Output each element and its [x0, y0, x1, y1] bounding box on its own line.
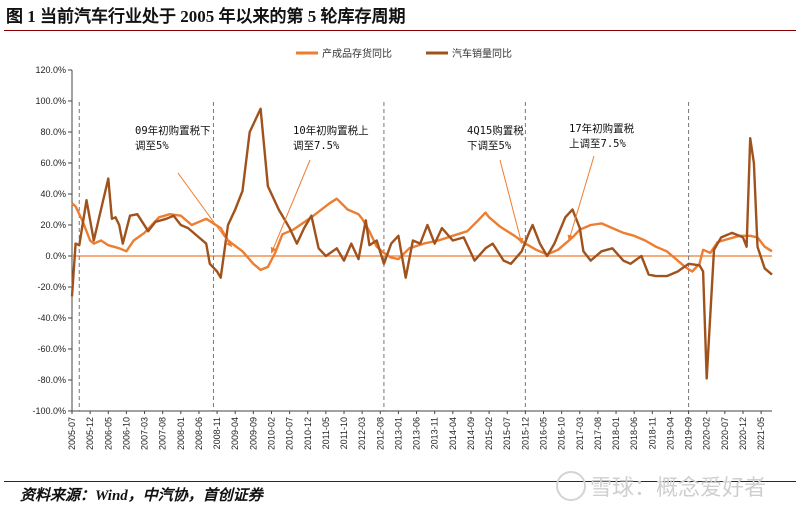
footer-rule [4, 481, 796, 482]
x-tick-label: 2014-09 [466, 417, 476, 450]
y-tick-label: -100.0% [32, 406, 66, 416]
x-tick-label: 2018-11 [647, 417, 657, 449]
x-tick-label: 2015-12 [520, 417, 530, 450]
x-tick-label: 2006-10 [121, 417, 131, 450]
watermark: 雪球：概念爱好者 [556, 470, 766, 504]
annotation-text: 下调至5% [467, 140, 512, 152]
x-tick-label: 2019-09 [684, 417, 694, 450]
annotation-arrow [567, 155, 595, 242]
inventory-series-line [71, 197, 773, 273]
y-tick-label: 80.0% [40, 127, 66, 137]
annotation-text: 上调至7.5% [569, 138, 626, 150]
sales-series-line [70, 107, 773, 380]
x-tick-label: 2009-04 [230, 417, 240, 450]
x-tick-label: 2013-01 [393, 417, 403, 450]
x-tick-label: 2010-07 [285, 417, 295, 450]
x-tick-label: 2016-10 [557, 417, 567, 450]
x-tick-label: 2008-06 [194, 417, 204, 450]
x-tick-label: 2012-03 [357, 417, 367, 450]
x-tick-label: 2008-01 [176, 417, 186, 450]
divider-lines [78, 102, 690, 411]
y-tick-label: 20.0% [40, 220, 66, 230]
x-tick-label: 2021-05 [756, 417, 766, 450]
x-tick-label: 2016-05 [539, 417, 549, 450]
x-tick-label: 2013-06 [412, 417, 422, 450]
x-tick-label: 2018-06 [629, 417, 639, 450]
x-tick-label: 2020-07 [720, 417, 730, 450]
source-note: 资料来源：Wind，中汽协，首创证券 [20, 488, 263, 504]
x-tick-label: 2007-03 [140, 417, 150, 450]
x-tick-label: 2011-05 [321, 417, 331, 449]
series-lines [70, 107, 773, 380]
x-tick-label: 2010-02 [266, 417, 276, 450]
y-tick-label: 0.0% [45, 251, 66, 261]
x-tick-label: 2011-10 [339, 417, 349, 449]
snowball-logo-icon [556, 471, 586, 501]
annotation-text: 调至7.5% [293, 140, 340, 152]
x-tick-label: 2005-07 [67, 417, 77, 450]
x-tick-label: 2017-03 [575, 417, 585, 450]
x-tick-label: 2006-05 [103, 417, 113, 450]
x-tick-label: 2010-12 [303, 417, 313, 450]
y-tick-label: -60.0% [37, 344, 66, 354]
x-tick-label: 2019-04 [665, 417, 675, 450]
x-tick-label: 2018-01 [611, 417, 621, 450]
x-tick-label: 2008-11 [212, 417, 222, 449]
y-tick-label: -80.0% [37, 375, 66, 385]
chart-title: 图 1 当前汽车行业处于 2005 年以来的第 5 轮库存周期 [6, 7, 406, 26]
x-tick-label: 2017-08 [593, 417, 603, 450]
x-tick-label: 2013-11 [430, 417, 440, 449]
x-tick-label: 2007-08 [158, 417, 168, 450]
title-rule [4, 30, 796, 31]
annotation-arrow [499, 159, 524, 245]
annotation-arrow [177, 172, 232, 248]
x-tick-label: 2015-02 [484, 417, 494, 450]
annotation-text: 4Q15购置税 [467, 124, 524, 137]
x-tick-label: 2005-12 [85, 417, 95, 450]
legend-label-sales: 汽车销量同比 [452, 47, 512, 60]
x-tick-label: 2012-08 [375, 417, 385, 450]
legend-label-inventory: 产成品存货同比 [322, 47, 392, 60]
x-tick-label: 2014-04 [448, 417, 458, 450]
x-tick-label: 2020-02 [702, 417, 712, 450]
annotation-text: 09年初购置税下 [135, 124, 211, 137]
annotation-text: 10年初购置税上 [293, 124, 369, 137]
y-tick-label: -20.0% [37, 282, 66, 292]
y-tick-label: 60.0% [40, 158, 66, 168]
x-tick-label: 2009-09 [248, 417, 258, 450]
y-tick-label: 40.0% [40, 189, 66, 199]
y-tick-label: 120.0% [35, 65, 66, 75]
x-tick-label: 2020-12 [738, 417, 748, 450]
y-tick-label: 100.0% [35, 96, 66, 106]
watermark-text: 雪球：概念爱好者 [590, 476, 767, 501]
annotation-text: 调至5% [135, 140, 169, 152]
legend: 产成品存货同比 汽车销量同比 [296, 47, 512, 60]
annotation-text: 17年初购置税 [569, 122, 635, 135]
annotation-arrow [270, 159, 311, 254]
axes: 120.0% 100.0% 80.0% 60.0% 40.0% 20.0% 0.0% -20.… [32, 65, 772, 450]
x-tick-label: 2015-07 [502, 417, 512, 450]
y-tick-label: -40.0% [37, 313, 66, 323]
